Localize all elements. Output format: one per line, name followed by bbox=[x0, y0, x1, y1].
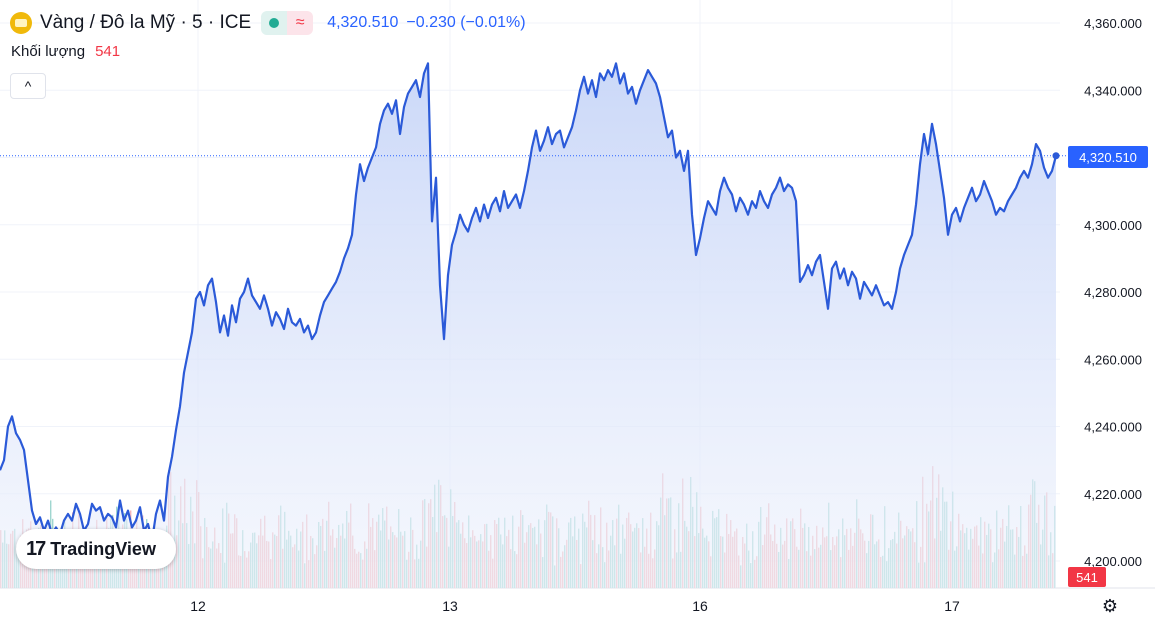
tradingview-mark-icon: 17 bbox=[26, 537, 46, 560]
tradingview-brand: TradingView bbox=[50, 538, 156, 559]
symbol-header: Vàng / Đô la Mỹ · 5 · ICE ≈ 4,320.510 −0… bbox=[10, 9, 526, 37]
y-tick-label: 4,260.000 bbox=[1084, 352, 1142, 367]
last-price-dot bbox=[1052, 152, 1060, 160]
current-price-label: 4,320.510 bbox=[1079, 150, 1137, 165]
y-tick-label: 4,300.000 bbox=[1084, 218, 1142, 233]
y-tick-label: 4,220.000 bbox=[1084, 487, 1142, 502]
y-axis: 4,200.000 4,220.000 4,240.000 4,260.000 4,28… bbox=[1084, 16, 1142, 569]
price-area bbox=[0, 63, 1056, 588]
volume-label: Khối lượng bbox=[11, 43, 86, 60]
price-axis-label: 4,320.510 bbox=[1068, 146, 1148, 168]
x-axis: 12 13 16 17 bbox=[190, 598, 960, 614]
y-tick-label: 4,280.000 bbox=[1084, 285, 1142, 300]
x-tick-label: 12 bbox=[190, 598, 206, 614]
market-status-pill[interactable]: ≈ bbox=[261, 11, 314, 35]
tradingview-logo[interactable]: 17 TradingView bbox=[16, 529, 176, 569]
price-line bbox=[0, 62, 1058, 542]
volume-axis-value: 541 bbox=[1076, 570, 1098, 585]
last-price: 4,320.510 bbox=[327, 14, 399, 31]
x-tick-label: 17 bbox=[944, 598, 960, 614]
collapse-legend-button[interactable]: ^ bbox=[10, 73, 46, 99]
x-tick-label: 13 bbox=[442, 598, 458, 614]
gold-coin-icon bbox=[10, 12, 32, 34]
settings-gear-icon[interactable]: ⚙ bbox=[1101, 595, 1119, 616]
y-tick-label: 4,360.000 bbox=[1084, 16, 1142, 31]
volume-legend[interactable]: Khối lượng 541 bbox=[11, 43, 120, 60]
y-tick-label: 4,240.000 bbox=[1084, 420, 1142, 435]
symbol-title[interactable]: Vàng / Đô la Mỹ · 5 · ICE bbox=[40, 12, 252, 33]
y-tick-label: 4,200.000 bbox=[1084, 554, 1142, 569]
x-tick-label: 16 bbox=[692, 598, 708, 614]
volume-axis-label: 541 bbox=[1068, 567, 1106, 587]
market-open-dot-icon bbox=[269, 18, 280, 28]
price-change: −0.230 (−0.01%) bbox=[406, 14, 526, 31]
y-tick-label: 4,340.000 bbox=[1084, 83, 1142, 98]
chevron-up-icon: ^ bbox=[24, 78, 32, 94]
delayed-approx-icon: ≈ bbox=[287, 11, 314, 35]
volume-value: 541 bbox=[95, 43, 121, 60]
